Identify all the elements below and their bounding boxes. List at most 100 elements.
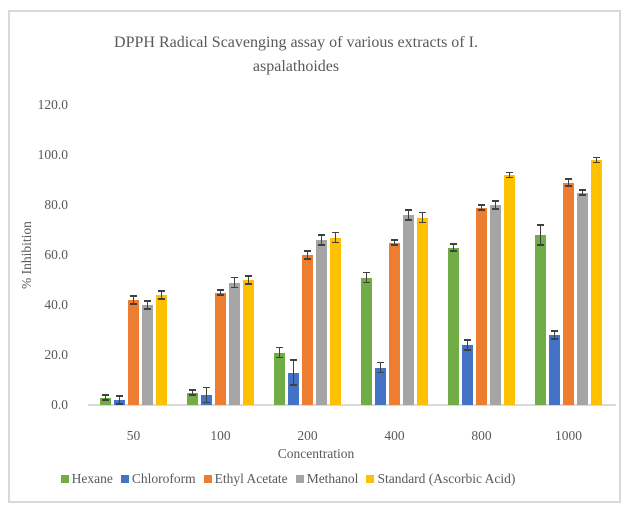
bar-hexane-1000 — [535, 235, 546, 405]
error-bar-cap — [332, 231, 339, 234]
error-bar — [494, 201, 497, 209]
error-bar — [407, 210, 410, 220]
error-bar — [247, 276, 250, 284]
bar-standard-ascorbic-acid--200 — [330, 237, 341, 405]
error-bar-cap — [144, 307, 151, 310]
chart-title-line: DPPH Radical Scavenging assay of various… — [114, 34, 478, 51]
error-bar-cap — [304, 257, 311, 260]
bar-standard-ascorbic-acid--50 — [156, 295, 167, 405]
error-bar-cap — [405, 209, 412, 211]
legend-item: Chloroform — [120, 471, 196, 487]
x-tick-label: 50 — [126, 428, 141, 443]
error-bar-cap — [363, 281, 370, 284]
error-bar-cap — [593, 161, 600, 164]
error-bar-cap — [464, 339, 471, 341]
bar-ethyl-acetate-50 — [128, 300, 139, 405]
error-bar — [334, 232, 337, 243]
y-tick-label: 80.0 — [44, 197, 68, 212]
error-bar-cap — [450, 250, 457, 253]
legend-swatch-icon — [366, 475, 375, 483]
bar-methanol-400 — [403, 215, 414, 405]
x-tick-label: 100 — [210, 428, 231, 443]
bar-chloroform-1000 — [549, 335, 560, 405]
bar-chloroform-800 — [462, 345, 473, 405]
error-bar — [320, 235, 323, 245]
legend-item: Standard (Ascorbic Acid) — [366, 471, 515, 487]
error-bar-cap — [276, 346, 283, 349]
error-bar-cap — [130, 295, 137, 298]
error-bar-cap — [231, 286, 238, 289]
error-bar — [146, 301, 149, 309]
error-bar-cap — [158, 297, 165, 300]
y-tick-label: 100.0 — [37, 147, 68, 162]
error-bar — [466, 340, 469, 350]
error-bar-cap — [464, 349, 471, 351]
error-bar-cap — [102, 399, 109, 401]
y-tick-label: 20.0 — [44, 347, 68, 362]
error-bar — [233, 277, 236, 288]
error-bar-cap — [245, 275, 252, 278]
bar-hexane-800 — [448, 247, 459, 405]
bar-ethyl-acetate-1000 — [563, 182, 574, 405]
x-axis-line — [88, 404, 616, 406]
bar-ethyl-acetate-400 — [389, 242, 400, 405]
y-tick-label: 0.0 — [51, 397, 68, 412]
bar-methanol-100 — [229, 282, 240, 405]
error-bar-cap — [593, 156, 600, 159]
error-bar-cap — [144, 300, 151, 303]
bar-methanol-200 — [316, 240, 327, 405]
error-bar — [595, 157, 598, 163]
error-bar-cap — [116, 402, 123, 405]
error-bar-cap — [318, 244, 325, 246]
bar-hexane-50 — [100, 397, 111, 405]
error-bar — [205, 387, 208, 403]
error-bar — [191, 390, 194, 395]
legend-label: Ethyl Acetate — [214, 471, 288, 486]
bar-methanol-1000 — [577, 192, 588, 405]
error-bar-cap — [450, 242, 457, 245]
error-bar — [118, 396, 121, 404]
error-bar-cap — [551, 337, 558, 340]
error-bar-cap — [391, 244, 398, 246]
y-tick-label: 60.0 — [44, 247, 68, 262]
error-bar-cap — [391, 239, 398, 241]
bar-ethyl-acetate-200 — [302, 255, 313, 405]
error-bar — [104, 395, 107, 400]
legend-item: Ethyl Acetate — [203, 471, 288, 487]
error-bar — [365, 272, 368, 283]
error-bar — [567, 178, 570, 187]
error-bar — [539, 225, 542, 245]
error-bar-cap — [363, 271, 370, 274]
error-bar-cap — [332, 241, 339, 244]
bar-chloroform-200 — [288, 372, 299, 405]
x-axis-title: Concentration — [277, 446, 355, 461]
error-bar — [160, 291, 163, 299]
bar-ethyl-acetate-100 — [215, 292, 226, 405]
chart-title-line: aspalathoides — [252, 58, 340, 75]
error-bar — [480, 205, 483, 210]
error-bar-cap — [217, 294, 224, 296]
error-bar-cap — [290, 359, 297, 361]
error-bar-cap — [478, 204, 485, 206]
error-bar-cap — [419, 221, 426, 224]
bar-chloroform-400 — [375, 367, 386, 405]
bar-hexane-400 — [361, 277, 372, 405]
error-bar-cap — [506, 176, 513, 179]
legend-swatch-icon — [203, 475, 212, 483]
x-tick-label: 200 — [297, 428, 318, 443]
legend-item: Hexane — [60, 471, 113, 487]
error-bar — [393, 240, 396, 245]
x-tick-label: 800 — [471, 428, 492, 443]
error-bar-cap — [565, 185, 572, 188]
legend-label: Chloroform — [131, 471, 196, 486]
legend-swatch-icon — [60, 475, 69, 483]
bar-hexane-100 — [187, 392, 198, 405]
bar-standard-ascorbic-acid--400 — [417, 217, 428, 405]
error-bar — [421, 212, 424, 223]
chart-border-frame — [8, 10, 621, 503]
bar-hexane-200 — [274, 352, 285, 405]
error-bar — [581, 190, 584, 195]
error-bar-cap — [579, 194, 586, 196]
error-bar — [132, 296, 135, 304]
